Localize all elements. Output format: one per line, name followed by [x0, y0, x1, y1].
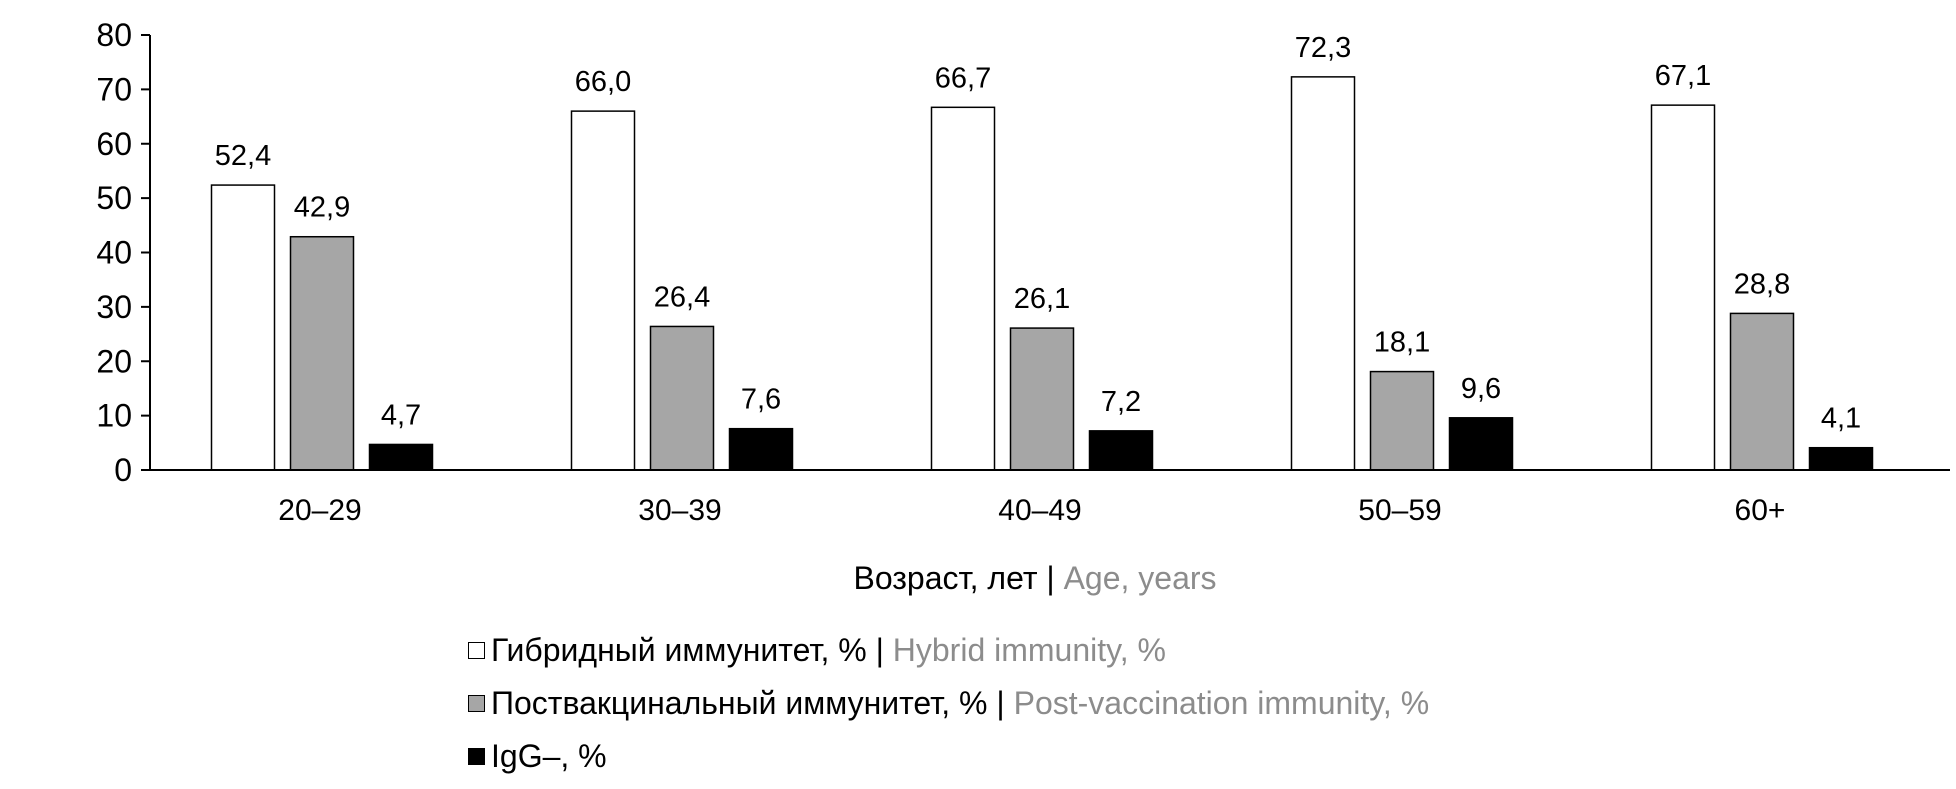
legend-label-en: Hybrid immunity, % — [892, 632, 1166, 668]
legend-swatch-hybrid — [468, 642, 485, 659]
data-label: 4,7 — [381, 399, 421, 431]
bar — [1448, 417, 1514, 471]
bar — [368, 443, 434, 471]
bar — [570, 110, 636, 471]
x-tick-label: 20–29 — [278, 494, 361, 527]
data-label: 4,1 — [1821, 403, 1861, 435]
data-label: 28,8 — [1734, 268, 1790, 300]
bar — [1009, 327, 1075, 471]
y-tick-label: 80 — [96, 17, 132, 53]
x-tick-label: 60+ — [1735, 494, 1786, 527]
bar — [1808, 446, 1874, 471]
data-label: 9,6 — [1461, 373, 1501, 405]
separator: | — [1046, 560, 1055, 596]
data-label: 26,1 — [1014, 283, 1070, 315]
data-label: 7,2 — [1101, 386, 1141, 418]
bar — [649, 325, 715, 471]
bar — [728, 427, 794, 471]
legend-item-hybrid: Гибридный иммунитет, % | Hybrid immunity… — [468, 632, 1166, 669]
y-tick-label: 10 — [96, 398, 132, 434]
legend-swatch-igg-negative — [468, 748, 485, 765]
data-label: 66,0 — [575, 66, 631, 98]
x-axis-title-ru: Возраст, лет — [853, 560, 1038, 596]
legend-item-igg-negative: IgG–, % — [468, 738, 607, 775]
y-tick-label: 60 — [96, 126, 132, 162]
data-label: 7,6 — [741, 384, 781, 416]
y-tick-label: 20 — [96, 343, 132, 379]
x-axis-title-en: Age, years — [1063, 560, 1217, 596]
y-tick-label: 30 — [96, 289, 132, 325]
data-label: 67,1 — [1655, 60, 1711, 92]
data-label: 52,4 — [215, 140, 271, 172]
legend-swatch-post-vaccination — [468, 695, 485, 712]
legend-label-ru: Гибридный иммунитет, % — [491, 632, 867, 668]
data-label: 26,4 — [654, 281, 710, 313]
bar — [1088, 430, 1154, 471]
bar — [1650, 104, 1716, 471]
x-tick-label: 40–49 — [998, 494, 1081, 527]
separator: | — [875, 632, 884, 668]
data-label: 66,7 — [935, 62, 991, 94]
legend-label: IgG–, % — [491, 738, 607, 774]
bar — [210, 184, 276, 471]
legend-label-ru: Поствакцинальный иммунитет, % — [491, 685, 988, 721]
data-label: 72,3 — [1295, 32, 1351, 64]
legend-label-en: Post-vaccination immunity, % — [1013, 685, 1430, 721]
y-tick-label: 50 — [96, 180, 132, 216]
y-tick-label: 0 — [114, 452, 132, 488]
bar — [930, 106, 996, 471]
bar — [1729, 312, 1795, 471]
data-label: 42,9 — [294, 192, 350, 224]
plot-area: 0 10 20 30 40 50 60 70 80 52,4 42,9 4,7 20–29 66,0 26,… — [96, 17, 1950, 527]
bar — [289, 235, 355, 471]
separator: | — [996, 685, 1005, 721]
legend-item-post-vaccination: Поствакцинальный иммунитет, % | Post-vac… — [468, 685, 1429, 722]
x-tick-label: 50–59 — [1358, 494, 1441, 527]
bar — [1369, 370, 1435, 471]
bar — [1290, 76, 1356, 471]
y-tick-label: 40 — [96, 235, 132, 271]
x-axis-title: Возраст, лет | Age, years — [0, 560, 1956, 597]
x-tick-label: 30–39 — [638, 494, 721, 527]
data-label: 18,1 — [1374, 327, 1430, 359]
y-tick-label: 70 — [96, 71, 132, 107]
